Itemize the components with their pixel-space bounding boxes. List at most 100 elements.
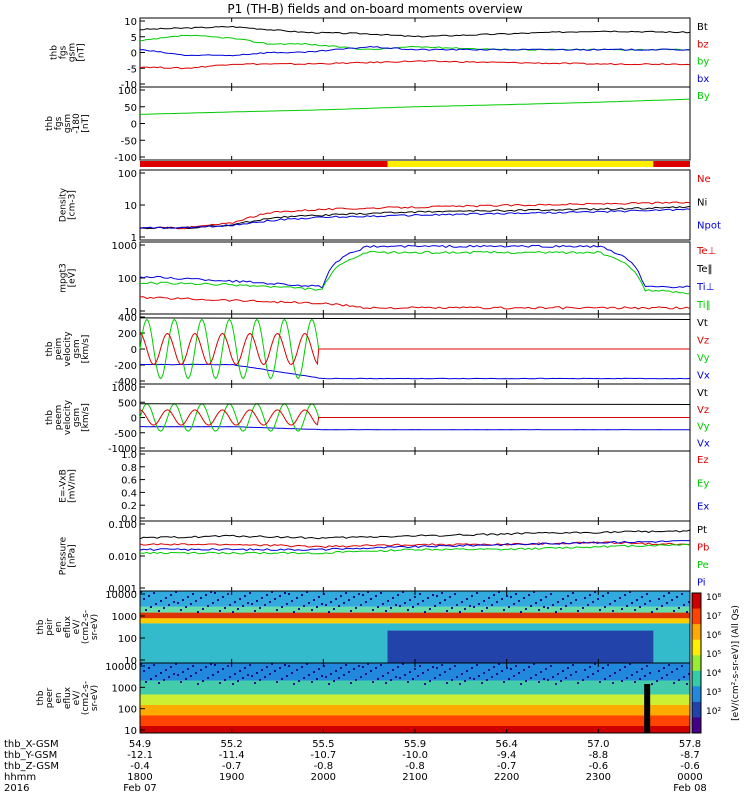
peer-noise-pixel: [471, 667, 473, 669]
peer-noise-pixel: [288, 665, 290, 667]
peir-noise-pixel: [301, 594, 303, 596]
peir-noise-pixel: [678, 607, 680, 609]
peer-noise-pixel: [478, 675, 480, 677]
peer-noise-pixel: [515, 665, 517, 667]
xaxis-row-label: thb_Z-GSM: [4, 761, 59, 772]
peer-noise-pixel: [609, 675, 611, 677]
peer-noise-pixel: [284, 664, 286, 666]
ytick-label: 0: [131, 345, 137, 356]
peir-noise-pixel: [375, 595, 377, 597]
peir-noise-pixel: [370, 598, 372, 600]
peer-noise-pixel: [254, 682, 256, 684]
peer-noise-pixel: [182, 671, 184, 673]
peir-noise-pixel: [417, 603, 419, 605]
peer-noise-pixel: [330, 673, 332, 675]
peir-noise-pixel: [338, 605, 340, 607]
peir-noise-pixel: [321, 603, 323, 605]
peer-noise-pixel: [481, 682, 483, 684]
peir-noise-pixel: [397, 594, 399, 596]
legend-Ez: Ez: [697, 455, 709, 466]
legend-Ni: Ni: [697, 197, 707, 208]
legend-Vz: Vz: [697, 405, 709, 416]
peir-noise-pixel: [205, 594, 207, 596]
peer-noise-pixel: [397, 666, 399, 668]
peer-noise-pixel: [390, 679, 392, 681]
series-Te⊥: [139, 296, 691, 310]
peir-noise-pixel: [254, 610, 256, 612]
peer-noise-pixel: [224, 679, 226, 681]
peir-noise-pixel: [466, 598, 468, 600]
peer-noise-pixel: [424, 683, 426, 685]
peir-noise-pixel: [229, 604, 231, 606]
series-Ni: [139, 205, 691, 230]
peir-noise-pixel: [515, 593, 517, 595]
peir-noise-pixel: [454, 593, 456, 595]
peer-noise-pixel: [607, 664, 609, 666]
peir-noise-pixel: [688, 601, 690, 603]
peir-noise-pixel: [671, 599, 673, 601]
peer-noise-pixel: [510, 668, 512, 670]
peir-noise-pixel: [345, 592, 347, 594]
peir-noise-pixel: [587, 604, 589, 606]
ytick-label: 10: [124, 201, 137, 212]
peir-noise-pixel: [335, 598, 337, 600]
peir-noise-pixel: [456, 604, 458, 606]
peir-noise-pixel: [387, 600, 389, 602]
peir-noise-pixel: [242, 605, 244, 607]
peir-noise-pixel: [493, 594, 495, 596]
ytick-label: 5: [131, 33, 137, 44]
peir-noise-pixel: [429, 608, 431, 610]
ylabel-line: thb: [36, 690, 46, 705]
peir-noise-pixel: [182, 599, 184, 601]
peer-noise-pixel: [671, 671, 673, 673]
peir-noise-pixel: [501, 598, 503, 600]
peer-noise-pixel: [540, 671, 542, 673]
series-Ti⊥: [139, 244, 691, 289]
peir-spectrogram: [140, 591, 690, 663]
peer-noise-pixel: [237, 680, 239, 682]
legend-Vx: Vx: [697, 371, 710, 382]
ylabel-peim: thb peim velocity gsm [km/s]: [45, 331, 91, 367]
ytick-label: -500: [114, 429, 137, 440]
ylabel-line: [mV/m]: [68, 469, 78, 503]
peer-noise-pixel: [626, 677, 628, 679]
colorbar-segment: [692, 624, 701, 641]
legend-Ex: Ex: [697, 502, 709, 513]
peir-noise-pixel: [165, 597, 167, 599]
peer-noise-pixel: [340, 667, 342, 669]
ylabel-line: (cm2-s-: [81, 681, 91, 715]
peer-noise-pixel: [597, 670, 599, 672]
panel-frame-efield: [139, 450, 691, 522]
peer-noise-pixel: [153, 664, 155, 666]
xaxis-value: 55.5: [312, 739, 334, 750]
peir-noise-pixel: [325, 604, 327, 606]
peer-noise-pixel: [604, 678, 606, 680]
ylabel-line: -180: [72, 113, 82, 134]
peir-noise-pixel: [365, 601, 367, 603]
series-Vt-peem: [139, 403, 691, 405]
peer-noise-pixel: [207, 677, 209, 679]
peer-noise-pixel: [491, 676, 493, 678]
peer-noise-pixel: [688, 673, 690, 675]
peir-noise-pixel: [661, 605, 663, 607]
ylabel-line: velocity: [63, 331, 73, 367]
peer-noise-pixel: [173, 673, 175, 675]
xaxis-value: -0.8: [405, 761, 425, 772]
peer-noise-pixel: [175, 663, 177, 665]
peir-noise-pixel: [673, 610, 675, 612]
colorbar-tick-label: 10²: [706, 707, 721, 717]
colorbar-tick-label: 10⁴: [706, 669, 721, 679]
peer-noise-pixel: [377, 678, 379, 680]
peer-noise-pixel: [200, 669, 202, 671]
peir-noise-pixel: [284, 592, 286, 594]
peer-noise-pixel: [222, 668, 224, 670]
ytick-label: 0.010: [108, 552, 137, 563]
xaxis-value: -10.7: [310, 750, 336, 761]
legend-by: by: [697, 57, 709, 68]
peer-noise-pixel: [629, 663, 631, 665]
peir-noise-pixel: [318, 596, 320, 598]
peer-noise-pixel: [666, 674, 668, 676]
peir-noise-pixel: [367, 591, 369, 593]
peer-noise-pixel: [427, 669, 429, 671]
peer-noise-pixel: [483, 672, 485, 674]
